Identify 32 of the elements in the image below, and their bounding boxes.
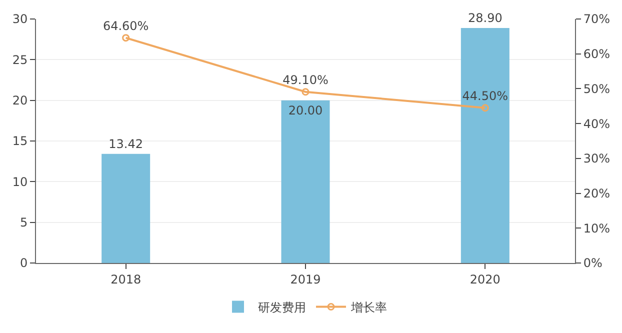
x-tick-label: 2018 [110,272,142,286]
y-tick-label: 10 [12,174,28,189]
y-tick-label: 20 [12,94,28,108]
x-tick-label: 2020 [470,272,500,286]
y-tick-label: 30 [12,12,28,26]
legend-label: 增长率 [350,300,387,314]
data-label: 44.50% [462,89,508,104]
y2-tick-label: 40% [583,116,610,131]
data-label: 49.10% [282,73,328,88]
y-tick-label: 0 [20,256,28,270]
y2-tick-label: 10% [583,221,610,236]
data-label: 64.60% [102,19,149,34]
data-label: 28.90 [468,10,502,25]
y2-tick-label: 20% [583,186,610,200]
y-tick-label: 5 [20,216,28,230]
y-tick-label: 25 [12,52,28,67]
point [122,34,130,42]
data-label: 13.42 [108,136,144,151]
y2-tick-label: 30% [583,152,610,166]
bar [281,100,330,263]
legend-label: 研发费用 [258,300,306,314]
y2-tick-label: 0% [583,256,602,270]
x-tick-label: 2019 [290,272,321,286]
point [302,88,310,96]
bar [460,28,510,263]
point [481,104,489,112]
y2-tick-label: 70% [583,12,610,26]
data-label: 20.00 [288,103,323,118]
y-tick-label: 15 [12,134,28,148]
y2-tick-label: 60% [583,47,610,62]
bar [102,154,150,263]
y2-tick-label: 50% [583,82,610,96]
